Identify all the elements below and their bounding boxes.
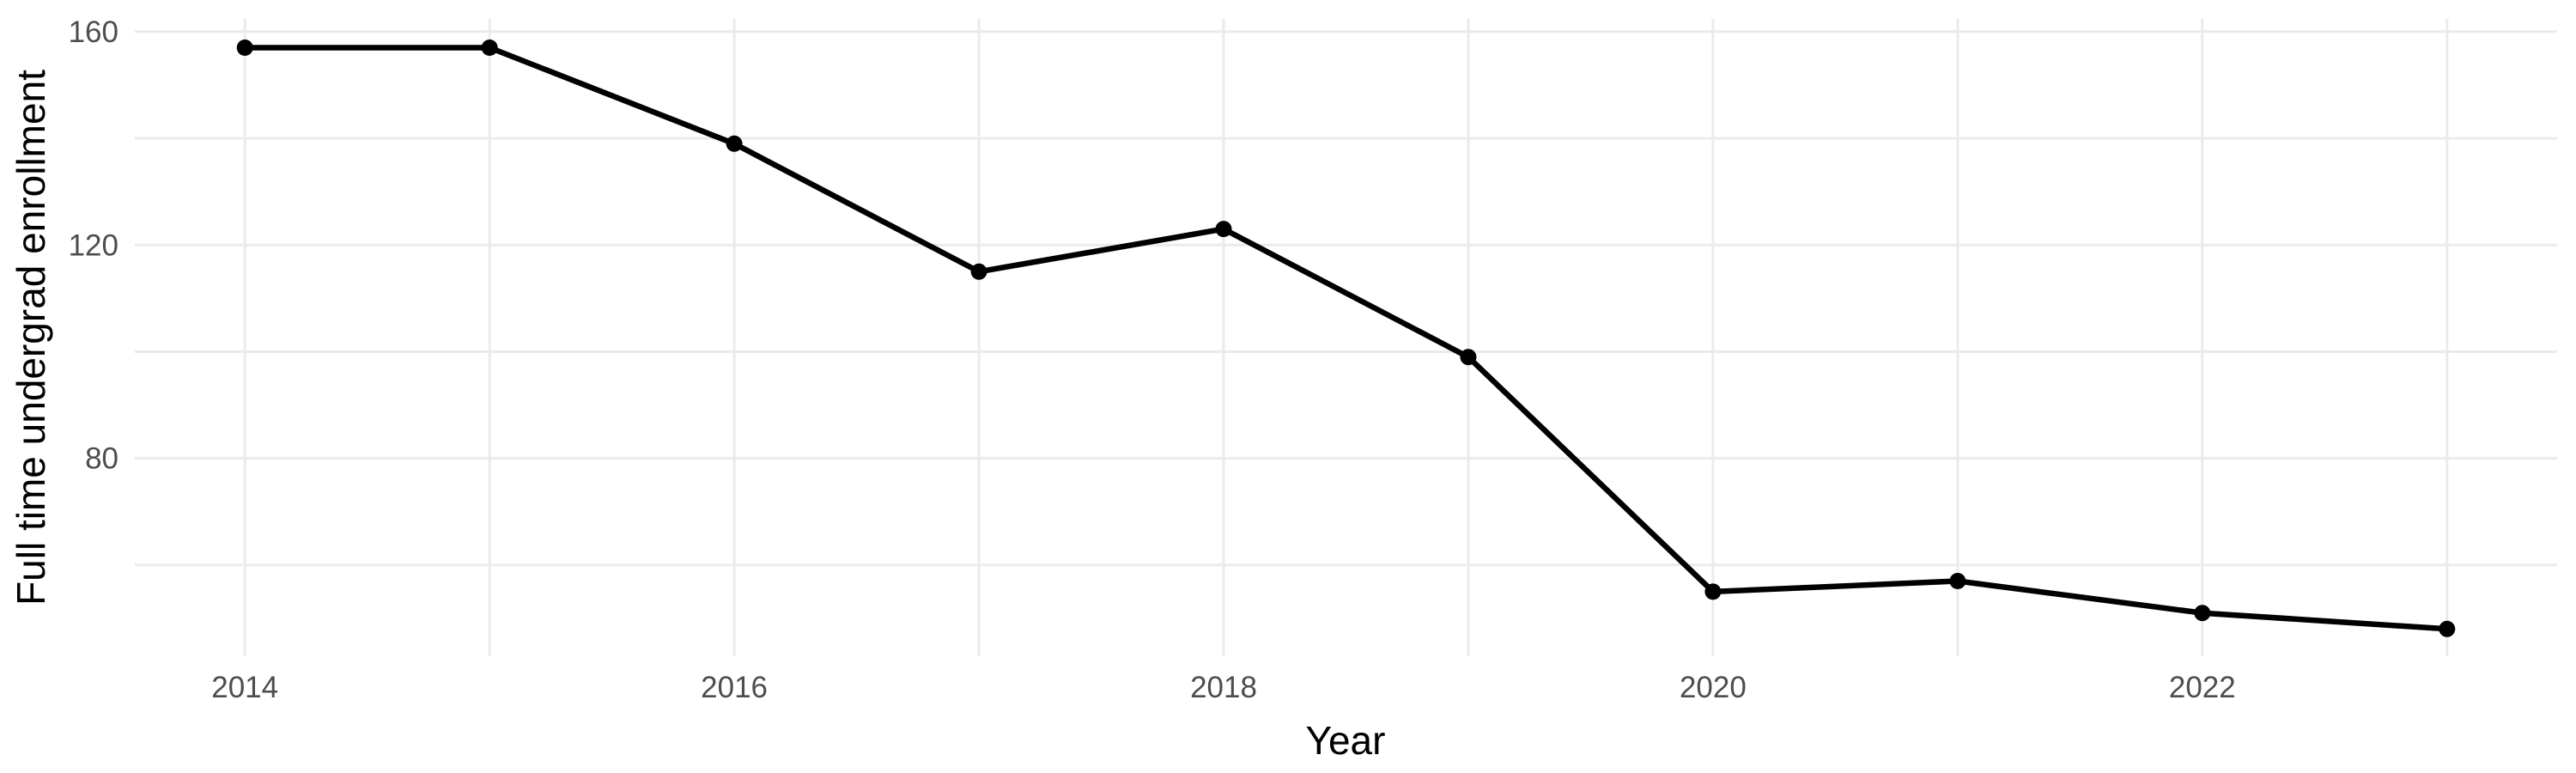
y-axis-tick-labels: 160 120 80 [69,15,118,476]
y-tick-label-160: 160 [69,15,118,49]
data-point-2016 [726,135,743,152]
x-tick-label-2018: 2018 [1190,671,1257,704]
x-axis-title: Year [1306,718,1386,763]
x-axis-tick-labels: 2014 2016 2018 2020 2022 [211,671,2235,704]
data-point-2015 [481,40,498,56]
enrollment-line [241,45,2451,632]
y-tick-label-120: 120 [69,228,118,262]
series-layer [236,40,2456,637]
data-point-2019 [1460,349,1477,366]
data-point-2022 [2194,605,2211,622]
data-point-2017 [970,263,987,280]
x-tick-label-2014: 2014 [211,671,278,704]
data-point-2018 [1215,221,1232,238]
data-point-2014 [236,40,253,56]
data-point-2020 [1704,583,1722,600]
y-tick-label-80: 80 [85,442,118,476]
data-point-2023 [2439,620,2456,637]
gridlines-layer [135,19,2557,656]
data-point-2021 [1949,573,1966,589]
y-axis-title: Full time undergrad enrollment [9,70,53,606]
x-tick-label-2020: 2020 [1680,671,1747,704]
x-tick-label-2016: 2016 [701,671,768,704]
x-tick-label-2022: 2022 [2169,671,2236,704]
